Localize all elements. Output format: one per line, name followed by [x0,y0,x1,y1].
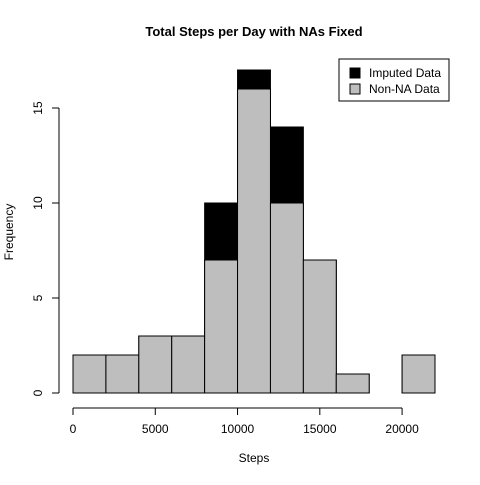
bar-non-na-data-8 [335,373,370,394]
x-axis: 0 5000 10000 15000 20000 [70,407,419,436]
legend: Imputed Data Non-NA Data [338,58,450,102]
x-axis-label: Steps [239,451,270,465]
y-tick-label-15: 15 [31,101,45,115]
legend-swatch-non-na-data [349,83,361,95]
y-tick-label-5: 5 [31,294,45,301]
bars-layer [72,69,436,394]
bar-non-na-data-5 [237,88,271,394]
bar-non-na-data-4 [204,259,239,394]
bar-non-na-data-1 [105,354,140,394]
x-tick-label-10000: 10000 [221,422,255,436]
legend-label-imputed-data: Imputed Data [369,66,441,80]
chart-title: Total Steps per Day with NAs Fixed [145,24,362,39]
x-tick-label-15000: 15000 [303,422,337,436]
bar-non-na-data-10 [401,354,436,394]
x-tick-label-5000: 5000 [142,422,169,436]
y-axis-label: Frequency [2,204,16,261]
legend-label-non-na-data: Non-NA Data [369,82,440,96]
y-tick-label-0: 0 [31,389,45,396]
x-tick-label-0: 0 [70,422,77,436]
y-axis: 0 5 10 15 [31,101,60,396]
x-tick-label-20000: 20000 [385,422,419,436]
y-tick-label-10: 10 [31,196,45,210]
bar-non-na-data-7 [302,259,337,394]
bar-non-na-data-3 [171,335,206,394]
bar-non-na-data-6 [269,202,304,394]
legend-swatch-imputed-data [349,67,361,79]
bar-non-na-data-2 [138,335,173,394]
bar-non-na-data-0 [72,354,107,394]
